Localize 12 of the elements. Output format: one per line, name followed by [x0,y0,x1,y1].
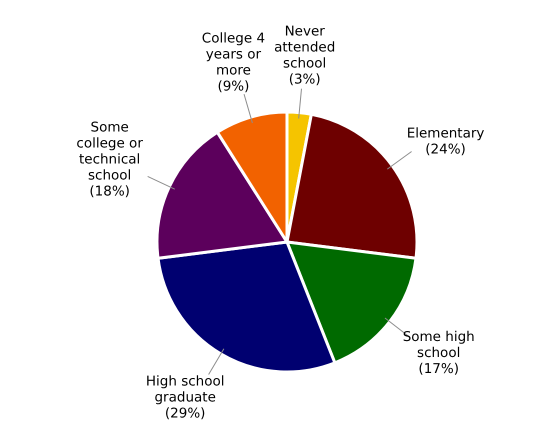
slice-label: Never attended school [274,24,336,72]
slice-label: Some college or technical school [76,119,144,184]
slice-label: High school graduate [146,374,224,406]
data-label: (3%) [288,72,321,88]
slice-label: Elementary [406,126,484,142]
data-label: (18%) [89,183,130,200]
data-label: (17%) [418,361,459,378]
slice-label: College 4 years or more [202,30,266,78]
data-label: (9%) [217,78,250,94]
data-label: (29%) [164,406,206,422]
data-label: (24%) [425,142,466,158]
slice-label: Some high school [402,329,475,362]
